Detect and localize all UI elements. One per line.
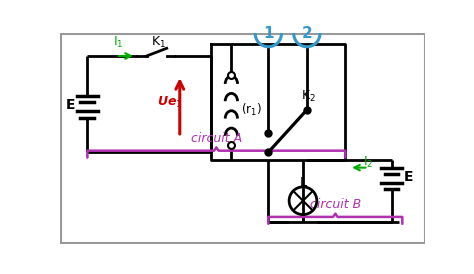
Text: Ue$_1$: Ue$_1$ [157,95,182,110]
Text: 2: 2 [301,26,312,41]
Text: 1: 1 [263,26,273,41]
Text: E: E [404,170,413,184]
Text: K$_1$: K$_1$ [151,35,166,50]
Text: (r$_1$): (r$_1$) [241,102,262,118]
Text: K$_2$: K$_2$ [301,89,316,104]
Text: L: L [300,176,307,189]
Text: circuit A: circuit A [191,132,242,145]
Text: I$_2$: I$_2$ [363,155,374,170]
Text: E: E [66,98,75,112]
Text: I$_1$: I$_1$ [113,35,123,50]
Text: circuit B: circuit B [310,198,361,211]
